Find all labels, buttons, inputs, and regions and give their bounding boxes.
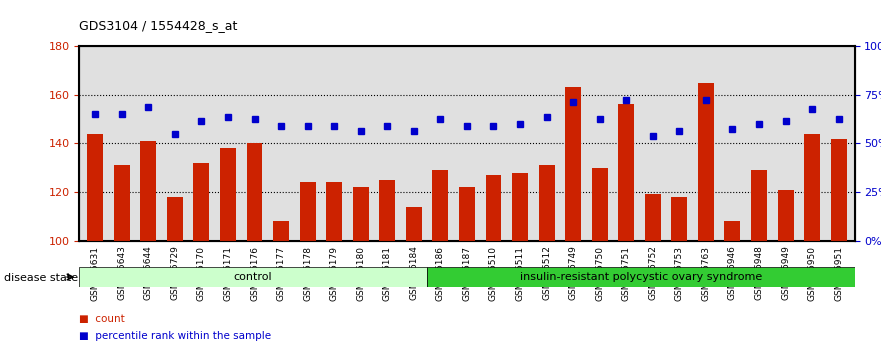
Bar (671, 197, 687, 241)
Bar (645, 194, 661, 241)
Bar (300, 182, 315, 241)
Bar (485, 175, 501, 241)
Bar (566, 87, 581, 241)
Bar (194, 163, 210, 241)
Bar (352, 187, 368, 241)
Text: ■  count: ■ count (79, 314, 125, 324)
Bar (778, 190, 794, 241)
Bar (512, 172, 528, 241)
Bar (406, 207, 422, 241)
Bar (804, 133, 820, 241)
Bar (459, 187, 475, 241)
Bar (220, 148, 236, 241)
FancyBboxPatch shape (79, 267, 426, 287)
Bar (114, 165, 130, 241)
Bar (87, 133, 103, 241)
Text: control: control (233, 272, 272, 282)
Bar (618, 104, 634, 241)
Bar (592, 168, 608, 241)
Bar (273, 221, 289, 241)
Bar (326, 182, 342, 241)
Bar (247, 143, 263, 241)
FancyBboxPatch shape (426, 267, 855, 287)
Bar (140, 141, 156, 241)
Bar (380, 180, 396, 241)
Bar (167, 197, 183, 241)
Bar (831, 138, 847, 241)
Text: ■  percentile rank within the sample: ■ percentile rank within the sample (79, 331, 271, 341)
Text: GDS3104 / 1554428_s_at: GDS3104 / 1554428_s_at (79, 19, 238, 32)
Text: disease state: disease state (4, 273, 78, 283)
Text: insulin-resistant polycystic ovary syndrome: insulin-resistant polycystic ovary syndr… (520, 272, 762, 282)
Bar (724, 221, 740, 241)
Bar (538, 165, 554, 241)
Bar (433, 170, 448, 241)
Bar (698, 82, 714, 241)
Bar (751, 170, 767, 241)
